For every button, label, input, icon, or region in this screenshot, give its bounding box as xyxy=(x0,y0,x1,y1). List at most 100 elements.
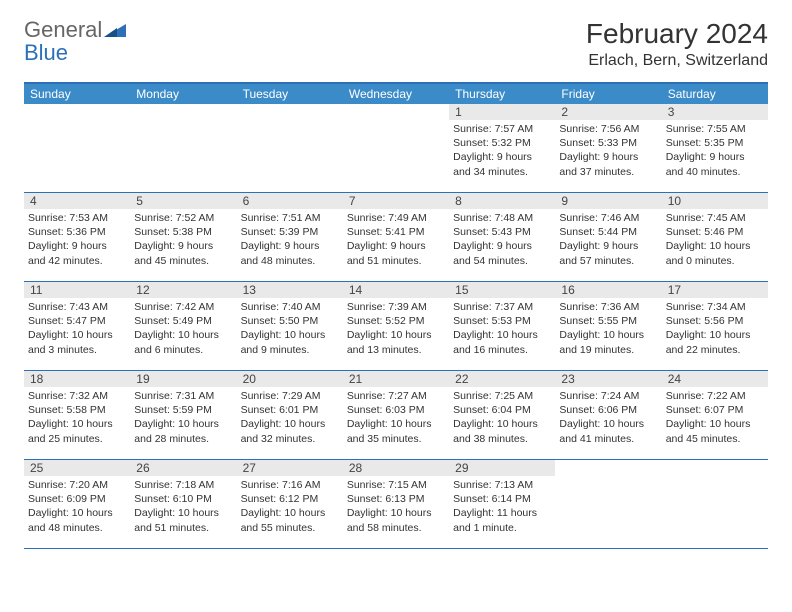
daylight-line: Daylight: 10 hours xyxy=(134,417,232,431)
weeks-container: 1Sunrise: 7:57 AMSunset: 5:32 PMDaylight… xyxy=(24,104,768,549)
day-cell: 26Sunrise: 7:18 AMSunset: 6:10 PMDayligh… xyxy=(130,460,236,548)
daylight-line: and 28 minutes. xyxy=(134,432,232,446)
empty-cell xyxy=(24,104,130,192)
day-header-wednesday: Wednesday xyxy=(343,84,449,104)
day-number: 8 xyxy=(449,193,555,209)
sunset-line: Sunset: 5:38 PM xyxy=(134,225,232,239)
day-number: 18 xyxy=(24,371,130,387)
day-number: 26 xyxy=(130,460,236,476)
day-cell: 8Sunrise: 7:48 AMSunset: 5:43 PMDaylight… xyxy=(449,193,555,281)
sunset-line: Sunset: 5:59 PM xyxy=(134,403,232,417)
daylight-line: and 42 minutes. xyxy=(28,254,126,268)
daylight-line: Daylight: 9 hours xyxy=(28,239,126,253)
sunset-line: Sunset: 6:13 PM xyxy=(347,492,445,506)
day-cell: 15Sunrise: 7:37 AMSunset: 5:53 PMDayligh… xyxy=(449,282,555,370)
sunrise-line: Sunrise: 7:39 AM xyxy=(347,300,445,314)
calendar: Sunday Monday Tuesday Wednesday Thursday… xyxy=(24,82,768,549)
daylight-line: Daylight: 10 hours xyxy=(666,417,764,431)
day-cell: 22Sunrise: 7:25 AMSunset: 6:04 PMDayligh… xyxy=(449,371,555,459)
day-number: 4 xyxy=(24,193,130,209)
day-number: 25 xyxy=(24,460,130,476)
sunrise-line: Sunrise: 7:45 AM xyxy=(666,211,764,225)
sunset-line: Sunset: 5:53 PM xyxy=(453,314,551,328)
sunset-line: Sunset: 6:12 PM xyxy=(241,492,339,506)
day-number: 5 xyxy=(130,193,236,209)
day-header-thursday: Thursday xyxy=(449,84,555,104)
day-header-sunday: Sunday xyxy=(24,84,130,104)
daylight-line: and 45 minutes. xyxy=(666,432,764,446)
sunset-line: Sunset: 5:41 PM xyxy=(347,225,445,239)
daylight-line: Daylight: 10 hours xyxy=(241,506,339,520)
sunset-line: Sunset: 6:10 PM xyxy=(134,492,232,506)
sunrise-line: Sunrise: 7:32 AM xyxy=(28,389,126,403)
daylight-line: Daylight: 10 hours xyxy=(559,417,657,431)
daylight-line: Daylight: 10 hours xyxy=(347,417,445,431)
sunset-line: Sunset: 5:50 PM xyxy=(241,314,339,328)
sunrise-line: Sunrise: 7:16 AM xyxy=(241,478,339,492)
daylight-line: Daylight: 10 hours xyxy=(134,506,232,520)
day-number: 29 xyxy=(449,460,555,476)
sunrise-line: Sunrise: 7:36 AM xyxy=(559,300,657,314)
day-header-monday: Monday xyxy=(130,84,236,104)
daylight-line: Daylight: 10 hours xyxy=(241,328,339,342)
sunset-line: Sunset: 5:44 PM xyxy=(559,225,657,239)
sunset-line: Sunset: 5:36 PM xyxy=(28,225,126,239)
week-row: 18Sunrise: 7:32 AMSunset: 5:58 PMDayligh… xyxy=(24,371,768,460)
day-cell: 29Sunrise: 7:13 AMSunset: 6:14 PMDayligh… xyxy=(449,460,555,548)
empty-cell xyxy=(237,104,343,192)
day-cell: 5Sunrise: 7:52 AMSunset: 5:38 PMDaylight… xyxy=(130,193,236,281)
day-number: 13 xyxy=(237,282,343,298)
day-number: 14 xyxy=(343,282,449,298)
sunset-line: Sunset: 5:39 PM xyxy=(241,225,339,239)
sunset-line: Sunset: 5:32 PM xyxy=(453,136,551,150)
logo: GeneralBlue xyxy=(24,18,126,64)
daylight-line: Daylight: 10 hours xyxy=(453,328,551,342)
day-number: 23 xyxy=(555,371,661,387)
daylight-line: Daylight: 10 hours xyxy=(28,506,126,520)
daylight-line: and 16 minutes. xyxy=(453,343,551,357)
day-header-saturday: Saturday xyxy=(662,84,768,104)
logo-text-blue: Blue xyxy=(24,40,68,65)
daylight-line: Daylight: 9 hours xyxy=(453,150,551,164)
sunset-line: Sunset: 5:33 PM xyxy=(559,136,657,150)
sunrise-line: Sunrise: 7:48 AM xyxy=(453,211,551,225)
sunset-line: Sunset: 5:47 PM xyxy=(28,314,126,328)
sunset-line: Sunset: 6:07 PM xyxy=(666,403,764,417)
daylight-line: Daylight: 10 hours xyxy=(28,328,126,342)
day-number: 2 xyxy=(555,104,661,120)
daylight-line: Daylight: 10 hours xyxy=(559,328,657,342)
day-cell: 12Sunrise: 7:42 AMSunset: 5:49 PMDayligh… xyxy=(130,282,236,370)
daylight-line: and 51 minutes. xyxy=(134,521,232,535)
title-block: February 2024 Erlach, Bern, Switzerland xyxy=(586,18,768,70)
daylight-line: Daylight: 10 hours xyxy=(453,417,551,431)
sunrise-line: Sunrise: 7:25 AM xyxy=(453,389,551,403)
day-number: 7 xyxy=(343,193,449,209)
sunrise-line: Sunrise: 7:31 AM xyxy=(134,389,232,403)
sunrise-line: Sunrise: 7:43 AM xyxy=(28,300,126,314)
daylight-line: and 13 minutes. xyxy=(347,343,445,357)
sunrise-line: Sunrise: 7:51 AM xyxy=(241,211,339,225)
daylight-line: Daylight: 10 hours xyxy=(347,328,445,342)
daylight-line: and 41 minutes. xyxy=(559,432,657,446)
day-cell: 10Sunrise: 7:45 AMSunset: 5:46 PMDayligh… xyxy=(662,193,768,281)
empty-cell xyxy=(343,104,449,192)
daylight-line: and 1 minute. xyxy=(453,521,551,535)
logo-triangle-icon xyxy=(104,18,126,41)
day-number: 12 xyxy=(130,282,236,298)
daylight-line: and 0 minutes. xyxy=(666,254,764,268)
sunset-line: Sunset: 5:52 PM xyxy=(347,314,445,328)
day-number: 22 xyxy=(449,371,555,387)
location: Erlach, Bern, Switzerland xyxy=(586,52,768,70)
daylight-line: and 22 minutes. xyxy=(666,343,764,357)
daylight-line: and 48 minutes. xyxy=(241,254,339,268)
daylight-line: Daylight: 10 hours xyxy=(28,417,126,431)
daylight-line: and 57 minutes. xyxy=(559,254,657,268)
sunset-line: Sunset: 6:03 PM xyxy=(347,403,445,417)
daylight-line: Daylight: 10 hours xyxy=(241,417,339,431)
day-cell: 25Sunrise: 7:20 AMSunset: 6:09 PMDayligh… xyxy=(24,460,130,548)
daylight-line: and 25 minutes. xyxy=(28,432,126,446)
sunrise-line: Sunrise: 7:13 AM xyxy=(453,478,551,492)
sunrise-line: Sunrise: 7:49 AM xyxy=(347,211,445,225)
sunrise-line: Sunrise: 7:52 AM xyxy=(134,211,232,225)
sunset-line: Sunset: 5:43 PM xyxy=(453,225,551,239)
